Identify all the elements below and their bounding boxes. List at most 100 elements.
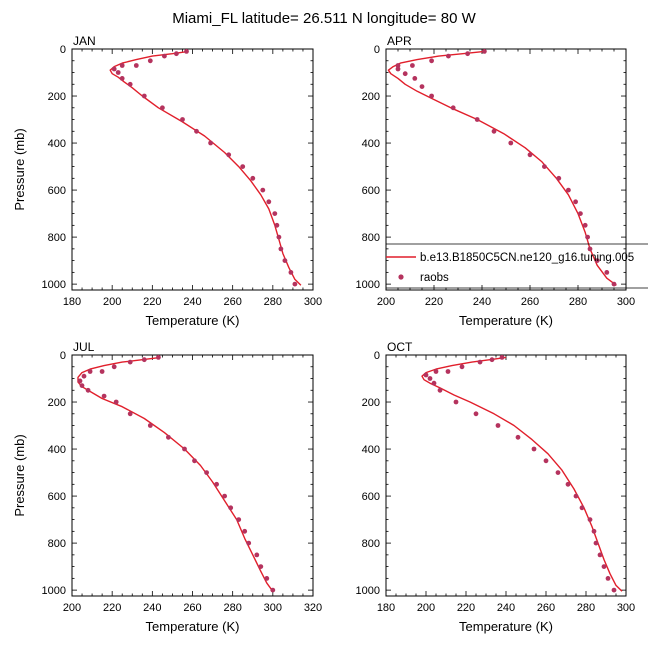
panel-apr-obs-point — [587, 246, 593, 252]
panel-jan-model-line — [109, 50, 302, 286]
panel-apr-obs-point — [412, 76, 418, 81]
panel-jul-x-tick-label: 200 — [63, 602, 81, 614]
panel-jan-obs-point — [133, 63, 139, 68]
panel-oct-x-tick-label: 280 — [577, 602, 595, 614]
panel-oct-obs-point — [555, 470, 561, 475]
panel-oct-frame — [385, 354, 627, 597]
panel-jul: 200 220 240 260 280 300 320 0 200 400 600 800 1000 JU… — [12, 340, 322, 634]
panel-jan-x-tick-label: 280 — [264, 296, 282, 308]
panel-oct-obs-point — [531, 446, 537, 452]
panel-jul-obs-point — [79, 383, 85, 388]
panel-apr-obs-point — [566, 187, 571, 193]
panel-jul-obs-point — [166, 434, 171, 440]
panel-jan-obs-point — [127, 81, 133, 87]
panel-jan-x-tick-label: 180 — [63, 296, 81, 308]
panel-oct-y-tick-label: 200 — [362, 397, 380, 409]
panel-jan-y-tick-label: 800 — [48, 232, 66, 244]
panel-apr-y-tick-label: 800 — [362, 232, 380, 244]
panel-jan-obs-point — [240, 164, 246, 170]
panel-jul-y-tick-label: 1000 — [42, 585, 66, 597]
panel-jul-model-line — [77, 356, 274, 592]
panel-apr-y-tick-label: 0 — [374, 44, 380, 56]
panel-apr-obs-point — [450, 105, 456, 111]
panel-oct-obs-point — [453, 399, 459, 405]
panel-jul-obs-point — [141, 357, 147, 363]
panel-apr-obs-point — [482, 49, 487, 54]
panel-apr-x-tick-label: 220 — [425, 296, 443, 308]
panel-oct-y-tick-label: 600 — [362, 491, 380, 503]
panel-jul-obs-point — [111, 364, 117, 370]
panel-oct-x-tick-label: 200 — [417, 602, 435, 614]
panel-jan-obs-point — [147, 58, 153, 64]
panel-jan-y-tick-label: 0 — [60, 44, 66, 56]
panel-jan-x-tick-label: 260 — [223, 296, 241, 308]
panel-oct-obs-point — [605, 576, 611, 581]
panel-jan-obs-point — [115, 70, 121, 75]
panel-apr-obs-point — [611, 281, 617, 287]
panel-jan-obs-point — [250, 175, 256, 181]
panel-jan-obs-point — [119, 63, 125, 68]
panel-oct-obs-point — [489, 357, 495, 363]
panel-oct-y-tick-label: 800 — [362, 538, 380, 550]
panel-oct-y-tick-label: 0 — [374, 350, 380, 362]
panel-jul-x-tick-label: 300 — [264, 602, 282, 614]
panel-jul-obs-point — [101, 393, 107, 399]
panel-jan-obs-point — [276, 234, 282, 240]
panel-jan-obs-point — [174, 51, 179, 57]
panel-apr-obs-point — [582, 222, 588, 228]
panel-jan-obs-point — [260, 187, 266, 193]
panel-apr-label: APR — [387, 34, 412, 48]
panel-oct-obs-point — [579, 505, 585, 511]
panel-jul-obs-point — [77, 378, 83, 384]
panel-apr-obs-point — [578, 211, 583, 217]
panel-jul-x-tick-label: 280 — [223, 602, 241, 614]
panel-oct-obs-point — [573, 493, 579, 499]
panel-oct-obs-point — [423, 372, 429, 378]
panel-jul-obs-point — [214, 481, 220, 487]
panel-apr-y-tick-label: 200 — [362, 91, 380, 103]
panel-jan-obs-point — [160, 105, 165, 111]
panel-jul-obs-point — [270, 587, 276, 593]
panel-jul-y-tick-label: 800 — [48, 538, 66, 550]
panel-oct-obs-point — [433, 369, 439, 374]
panel-jan-y-tick-label: 1000 — [42, 279, 66, 291]
panel-jan-x-tick-label: 200 — [103, 296, 121, 308]
panel-jan-obs-point — [119, 76, 125, 81]
panel-jan-obs-point — [208, 140, 214, 146]
panel-oct-x-tick-label: 300 — [617, 602, 635, 614]
panel-oct-x-tick-label: 220 — [457, 602, 475, 614]
panel-jul-obs-point — [242, 528, 248, 534]
panel-oct-obs-point — [477, 359, 483, 365]
legend-model-label: b.e13.B1850C5CN.ne120_g16.tuning.005 — [420, 252, 634, 264]
panel-jul-obs-point — [222, 493, 228, 499]
legend: b.e13.B1850C5CN.ne120_g16.tuning.005 rao… — [386, 243, 648, 289]
panel-jan-label: JAN — [73, 34, 96, 48]
panel-oct-x-tick-label: 180 — [377, 602, 395, 614]
panel-jul-x-tick-label: 220 — [103, 602, 121, 614]
panel-jul-obs-point — [156, 355, 161, 360]
panel-apr-y-tick-label: 400 — [362, 138, 380, 150]
panel-oct-x-axis-label: Temperature (K) — [459, 619, 553, 634]
panel-jul-x-tick-label: 260 — [183, 602, 201, 614]
panel-jan-x-axis-label: Temperature (K) — [146, 313, 240, 328]
panel-oct-obs-point — [565, 481, 571, 487]
panel-jan-x-tick-label: 240 — [183, 296, 201, 308]
panel-jul-obs-point — [81, 373, 87, 379]
panel-jul-y-tick-label: 600 — [48, 491, 66, 503]
legend-obs-marker — [398, 274, 404, 280]
panel-apr-obs-point — [429, 93, 434, 99]
panel-apr-obs-point — [585, 234, 590, 240]
panel-jan: 180 200 220 240 260 280 300 0 200 400 600 800 1000 JA… — [12, 34, 322, 328]
panel-jul-obs-point — [204, 470, 210, 475]
panel-apr-obs-point — [556, 175, 562, 181]
panel-jul-obs-point — [127, 411, 133, 417]
panel-jul-obs-point — [147, 423, 153, 428]
panel-jul-obs-point — [264, 576, 270, 581]
panel-jan-obs-point — [184, 49, 189, 54]
panel-jul-obs-point — [254, 552, 260, 558]
panel-apr-obs-point — [474, 117, 480, 122]
panel-apr-obs-point — [491, 128, 497, 134]
panel-apr-x-tick-label: 240 — [473, 296, 491, 308]
panel-apr-x-axis-label: Temperature (K) — [459, 313, 553, 328]
